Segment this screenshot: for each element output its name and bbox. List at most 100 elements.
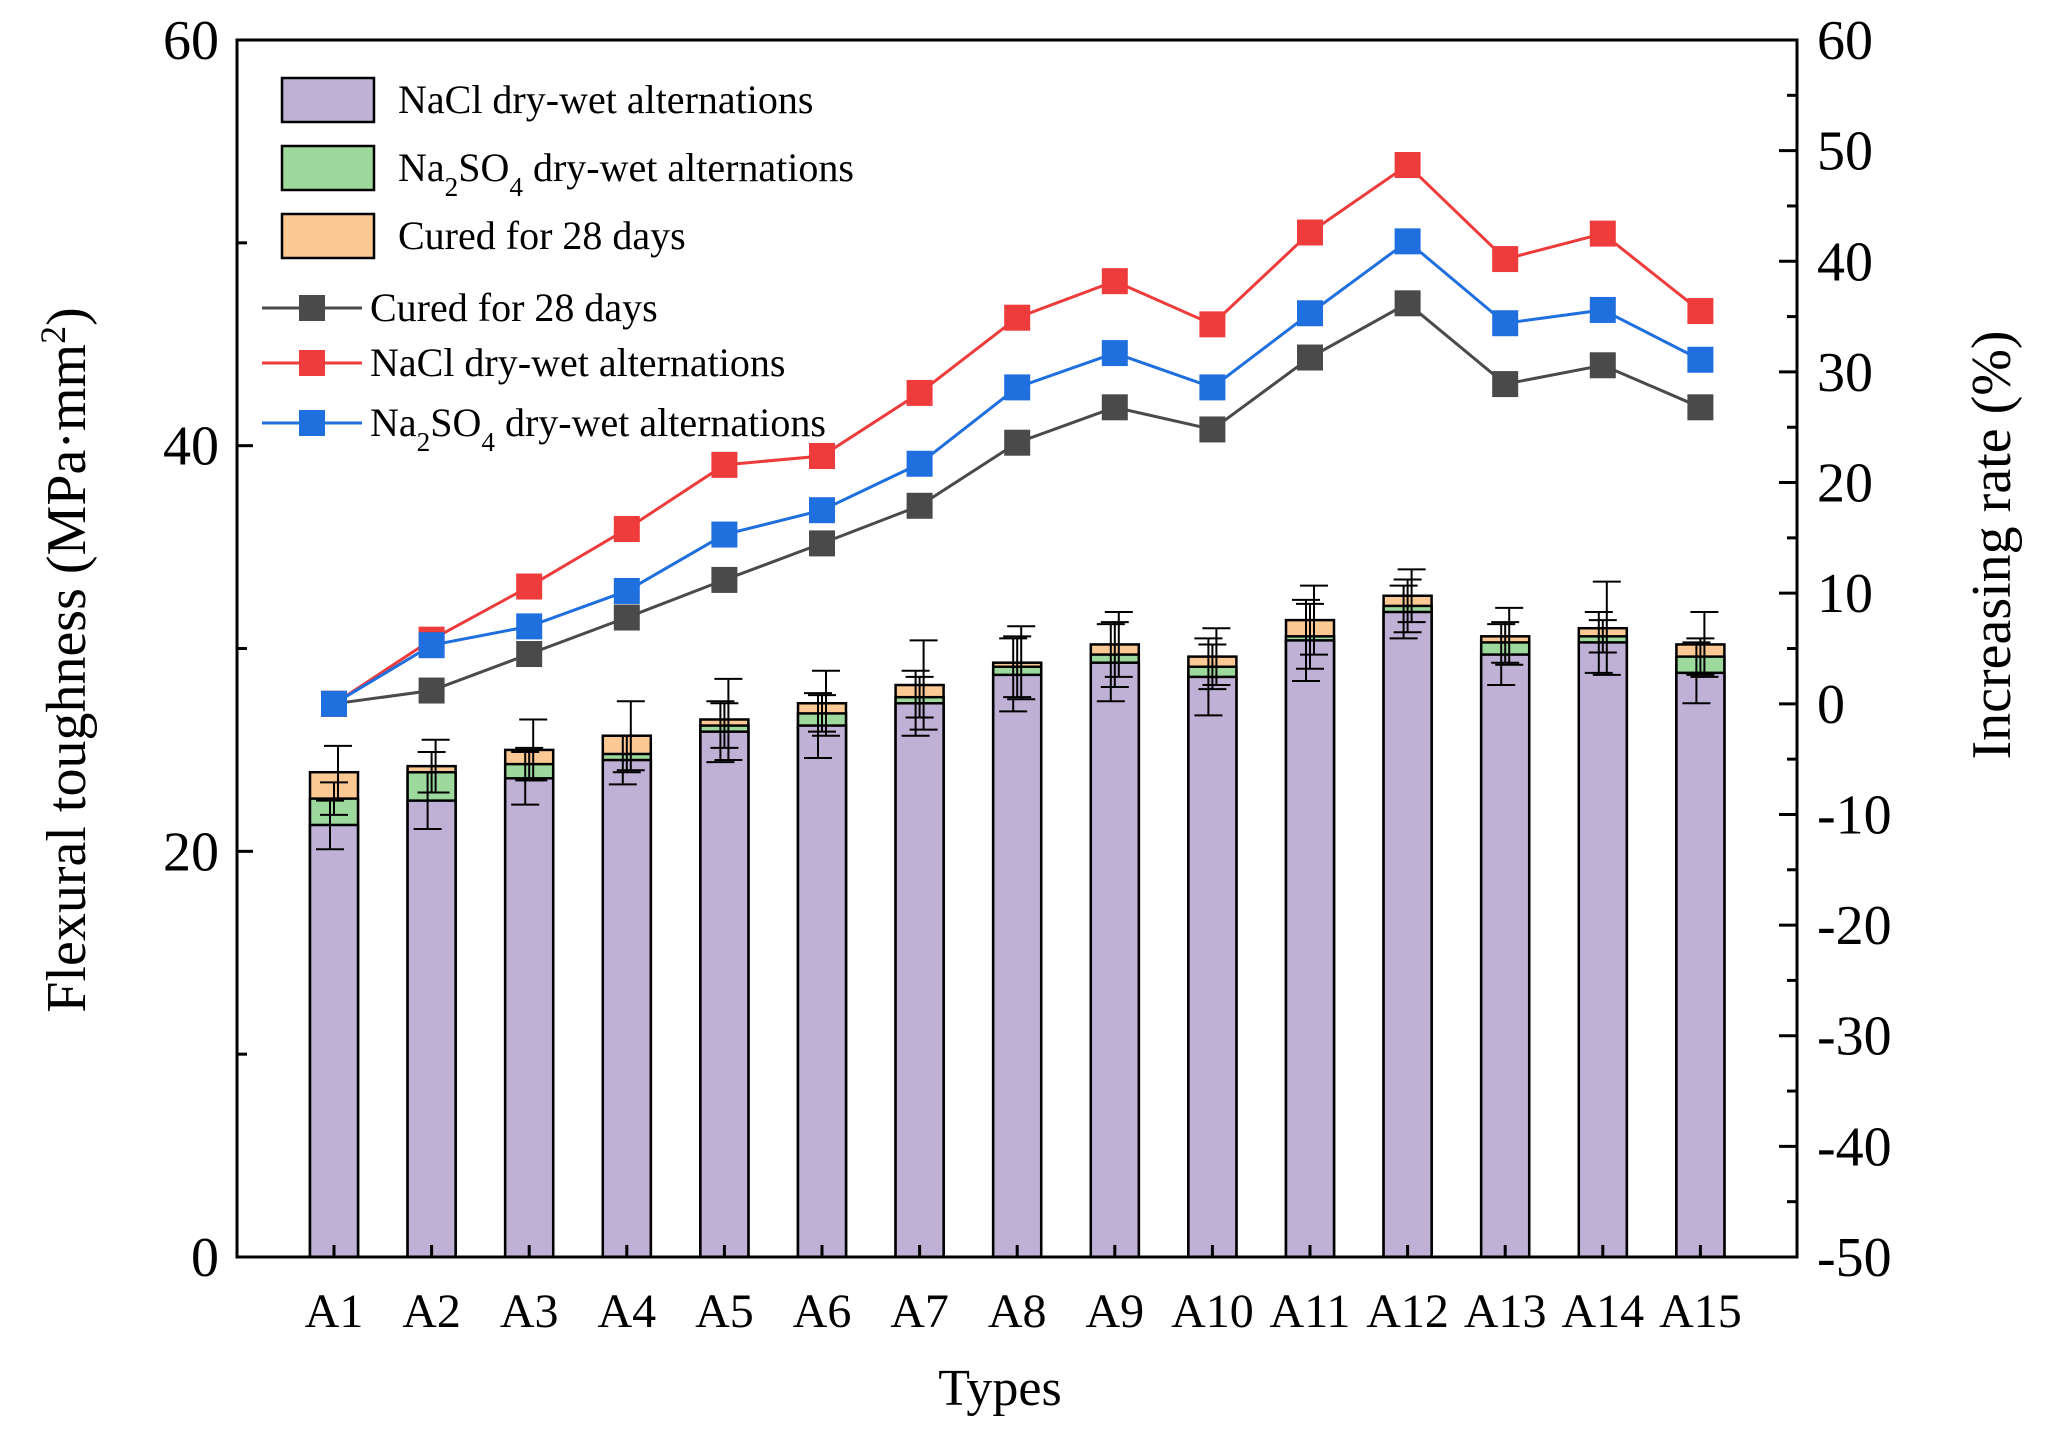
marker-s0-A14 [1589, 352, 1616, 379]
x-tick-label: A5 [695, 1285, 754, 1338]
right-tick-label: -10 [1817, 784, 1892, 846]
x-tick-label: A4 [597, 1285, 656, 1338]
marker-s2-A9 [1101, 340, 1128, 367]
legend-label-bar-0: NaCl dry-wet alternations [398, 77, 813, 122]
x-tick-label: A15 [1659, 1285, 1742, 1338]
bar-A10-s0 [1187, 675, 1238, 1259]
right-tick-label: -30 [1817, 1006, 1892, 1068]
x-tick-label: A12 [1366, 1285, 1449, 1338]
legend-marker-1 [299, 350, 325, 376]
x-tick-label: A13 [1464, 1285, 1547, 1338]
right-tick-label: 10 [1817, 563, 1873, 625]
marker-s1-A7 [906, 379, 933, 406]
bar-A8-s0 [991, 673, 1043, 1259]
marker-s1-A6 [809, 442, 835, 469]
legend-swatch-bar-0 [280, 76, 376, 124]
bar-A6-s0 [796, 724, 848, 1259]
bar-A9-s0 [1089, 661, 1141, 1259]
marker-s1-A9 [1101, 268, 1128, 295]
bar-A13-s0 [1479, 653, 1531, 1259]
marker-s0-A11 [1297, 344, 1323, 371]
left-y-axis-title-sup: 2 [33, 326, 73, 344]
axes-layer: 0 20 40 60 -50 -40 -30 -20 -10 0 10 20 30 40 50 60 A1 A2 A… [163, 10, 1892, 1338]
bar-A4-s0 [601, 758, 653, 1259]
bar-A12-s0 [1382, 610, 1433, 1259]
left-y-axis-title: Flexural toughness (MPa·mm2) [33, 307, 98, 1012]
right-tick-label: 30 [1817, 342, 1873, 404]
marker-s0-A7 [906, 492, 933, 519]
legend-label-bar-1: Na2SO4 dry-wet alternations [398, 145, 854, 202]
marker-s0-A6 [809, 530, 835, 557]
bar-A2-s0 [406, 799, 457, 1259]
marker-s2-A6 [809, 497, 835, 524]
marker-s0-A3 [516, 641, 543, 668]
marker-s0-A4 [613, 604, 640, 631]
legend-swatch-bar-1 [280, 144, 376, 192]
bar-A14-s0 [1577, 641, 1629, 1259]
legend-marker-0 [299, 295, 325, 321]
marker-s1-A5 [711, 451, 738, 478]
bar-A15-s0 [1675, 671, 1726, 1259]
x-tick-label: A9 [1085, 1285, 1144, 1338]
axis-titles: Types Flexural toughness (MPa·mm2) Incre… [33, 307, 2023, 1417]
marker-s2-A2 [418, 632, 445, 659]
marker-s1-A15 [1687, 298, 1714, 325]
legend-label-line-0: Cured for 28 days [370, 285, 658, 330]
marker-s2-A13 [1492, 310, 1519, 337]
marker-s2-A10 [1199, 374, 1226, 401]
legend: NaCl dry-wet alternations Na2SO4 dry-wet … [262, 76, 854, 457]
right-tick-label: 20 [1817, 453, 1873, 515]
legend-label-line-1: NaCl dry-wet alternations [370, 340, 785, 385]
marker-s1-A8 [1004, 304, 1031, 331]
marker-s2-A3 [516, 613, 543, 640]
x-tick-label: A3 [500, 1285, 559, 1338]
left-y-axis-title-main: Flexural toughness (MPa·mm [36, 344, 98, 1013]
bar-A7-s0 [894, 702, 945, 1259]
left-tick-label: 0 [191, 1227, 219, 1289]
marker-s1-A11 [1297, 219, 1323, 246]
x-tick-label: A1 [305, 1285, 364, 1338]
marker-s0-A13 [1492, 371, 1519, 398]
marker-s1-A13 [1492, 246, 1519, 273]
bars-layer [308, 568, 1726, 1259]
marker-s0-A12 [1394, 290, 1421, 317]
right-tick-label: 0 [1817, 674, 1845, 736]
x-tick-label: A2 [402, 1285, 461, 1338]
marker-s2-A5 [711, 521, 738, 548]
marker-s0-A2 [418, 677, 445, 704]
marker-s1-A10 [1199, 311, 1226, 338]
bar-A3-s0 [503, 777, 555, 1259]
marker-s2-A1 [321, 690, 347, 717]
right-tick-label: -20 [1817, 895, 1892, 957]
marker-s2-A12 [1394, 228, 1421, 255]
marker-s2-A11 [1297, 300, 1323, 327]
right-tick-label: 40 [1817, 231, 1873, 293]
marker-s1-A14 [1589, 220, 1616, 247]
marker-s1-A12 [1394, 152, 1421, 179]
x-tick-label: A7 [890, 1285, 949, 1338]
marker-s2-A7 [906, 450, 933, 477]
right-y-axis-title: Increasing rate (%) [1961, 330, 2023, 759]
marker-s0-A10 [1199, 416, 1226, 443]
marker-s0-A9 [1101, 394, 1128, 421]
x-tick-label: A11 [1270, 1285, 1351, 1338]
marker-s0-A5 [711, 566, 738, 593]
marker-s0-A8 [1004, 429, 1031, 456]
right-tick-label: 50 [1817, 121, 1873, 183]
bar-A1-s0 [308, 823, 360, 1259]
bar-A5-s0 [699, 730, 750, 1259]
legend-label-line-2: Na2SO4 dry-wet alternations [370, 400, 826, 457]
left-tick-label: 60 [163, 10, 219, 72]
left-y-axis-title-close: ) [36, 307, 98, 326]
marker-s1-A4 [613, 516, 640, 543]
left-tick-label: 20 [163, 821, 219, 883]
marker-s2-A4 [613, 577, 640, 604]
marker-s2-A15 [1687, 346, 1714, 373]
x-tick-label: A8 [988, 1285, 1047, 1338]
bar-A11-s0 [1284, 639, 1336, 1259]
right-tick-label: -50 [1817, 1227, 1892, 1289]
legend-swatch-bar-2 [280, 212, 376, 260]
marker-s2-A8 [1004, 374, 1031, 401]
x-axis-title: Types [938, 1360, 1061, 1417]
